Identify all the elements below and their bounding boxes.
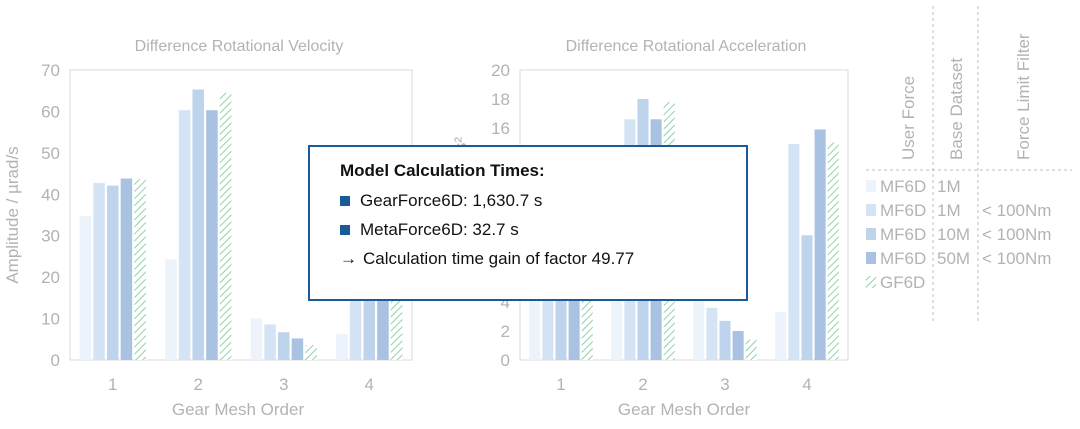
bar <box>542 296 554 360</box>
calculation-times-callout: Model Calculation Times: GearForce6D: 1,… <box>308 145 748 301</box>
y-tick-label: 20 <box>41 268 60 287</box>
right-arrow-icon: → <box>340 249 357 268</box>
legend-swatch <box>866 204 876 216</box>
x-tick-label: 4 <box>802 375 811 394</box>
x-tick-label: 1 <box>556 375 565 394</box>
x-tick-label: 1 <box>108 375 117 394</box>
bar <box>305 345 317 360</box>
gearforce-time: GearForce6D: 1,630.7 s <box>360 191 543 210</box>
y-tick-label: 10 <box>41 310 60 329</box>
y-tick-label: 0 <box>51 351 60 370</box>
bar <box>264 324 276 360</box>
bar <box>390 299 403 360</box>
legend-user-force: MF6D <box>880 225 926 244</box>
legend-swatch <box>866 228 876 240</box>
bar <box>814 129 826 360</box>
x-tick-label: 4 <box>365 375 374 394</box>
legend-user-force: MF6D <box>880 177 926 196</box>
legend-base-dataset: 1M <box>937 201 961 220</box>
y-tick-label: 50 <box>41 144 60 163</box>
y-tick-label: 2 <box>501 322 510 341</box>
x-tick-label: 3 <box>279 375 288 394</box>
bar <box>192 89 205 360</box>
bar <box>706 307 718 360</box>
bar <box>336 334 348 360</box>
bar <box>93 183 105 360</box>
metaforce-time: MetaForce6D: 32.7 s <box>360 220 519 239</box>
bar <box>775 312 787 360</box>
bar <box>827 142 839 360</box>
y-tick-label: 40 <box>41 185 60 204</box>
legend-swatch <box>866 276 876 288</box>
bar <box>581 296 593 360</box>
legend-header-force-limit-filter: Force Limit Filter <box>1014 33 1033 160</box>
bar <box>250 318 263 360</box>
legend-force-filter: < 100Nm <box>982 249 1051 268</box>
callout-conclusion: → Calculation time gain of factor 49.77 <box>340 249 716 269</box>
legend-base-dataset: 50M <box>937 249 970 268</box>
x-axis-label: Gear Mesh Order <box>618 400 751 419</box>
bar <box>611 296 623 360</box>
callout-title: Model Calculation Times: <box>340 161 545 180</box>
y-tick-label: 20 <box>491 61 510 80</box>
bar <box>219 92 232 361</box>
bar <box>277 332 290 360</box>
bullet-square-icon <box>340 225 350 235</box>
bar <box>178 110 191 360</box>
legend-swatch <box>866 252 876 264</box>
bar <box>165 259 177 360</box>
bar <box>719 320 731 360</box>
bar <box>529 296 541 360</box>
bar <box>349 299 362 360</box>
x-tick-label: 2 <box>194 375 203 394</box>
y-tick-label: 70 <box>41 61 60 80</box>
bar <box>377 299 389 360</box>
y-tick-label: 0 <box>501 351 510 370</box>
legend-header-user-force: User Force <box>899 76 918 160</box>
x-tick-label: 3 <box>720 375 729 394</box>
bar <box>801 235 813 360</box>
legend-swatch <box>866 180 876 192</box>
bar <box>106 185 119 360</box>
velocity-chart: Difference Rotational Velocity 0 10 20 30 40… <box>3 38 413 419</box>
bar <box>788 143 800 360</box>
bar <box>291 338 304 360</box>
legend-force-filter: < 100Nm <box>982 201 1051 220</box>
y-tick-label: 4 <box>501 293 510 312</box>
bar <box>693 294 705 360</box>
y-tick-label: 60 <box>41 102 60 121</box>
bar <box>206 110 218 360</box>
callout-item: MetaForce6D: 32.7 s <box>340 220 716 240</box>
chart-title: Difference Rotational Acceleration <box>566 38 807 55</box>
bar <box>555 296 567 360</box>
x-axis-label: Gear Mesh Order <box>172 400 305 419</box>
y-axis-label: Amplitude / µrad/s <box>3 146 22 283</box>
legend-user-force: MF6D <box>880 249 926 268</box>
bar <box>745 339 757 360</box>
bar <box>732 331 744 360</box>
chart-title: Difference Rotational Velocity <box>135 38 344 55</box>
time-gain-text: Calculation time gain of factor 49.77 <box>363 249 635 268</box>
legend-header-base-dataset: Base Dataset <box>947 58 966 160</box>
bar <box>363 299 376 360</box>
legend-user-force: GF6D <box>880 273 925 292</box>
legend-base-dataset: 1M <box>937 177 961 196</box>
bar <box>120 178 133 360</box>
bar <box>134 179 146 360</box>
x-tick-label: 2 <box>638 375 647 394</box>
legend: User Force Base Dataset Force Limit Filt… <box>866 6 1072 322</box>
y-tick-label: 30 <box>41 227 60 246</box>
legend-base-dataset: 10M <box>937 225 970 244</box>
callout-item: GearForce6D: 1,630.7 s <box>340 191 716 211</box>
y-tick-label: 18 <box>491 90 510 109</box>
bullet-square-icon <box>340 196 350 206</box>
y-tick-label: 16 <box>491 119 510 138</box>
bar <box>79 215 92 360</box>
legend-force-filter: < 100Nm <box>982 225 1051 244</box>
legend-user-force: MF6D <box>880 201 926 220</box>
bar <box>568 296 580 360</box>
